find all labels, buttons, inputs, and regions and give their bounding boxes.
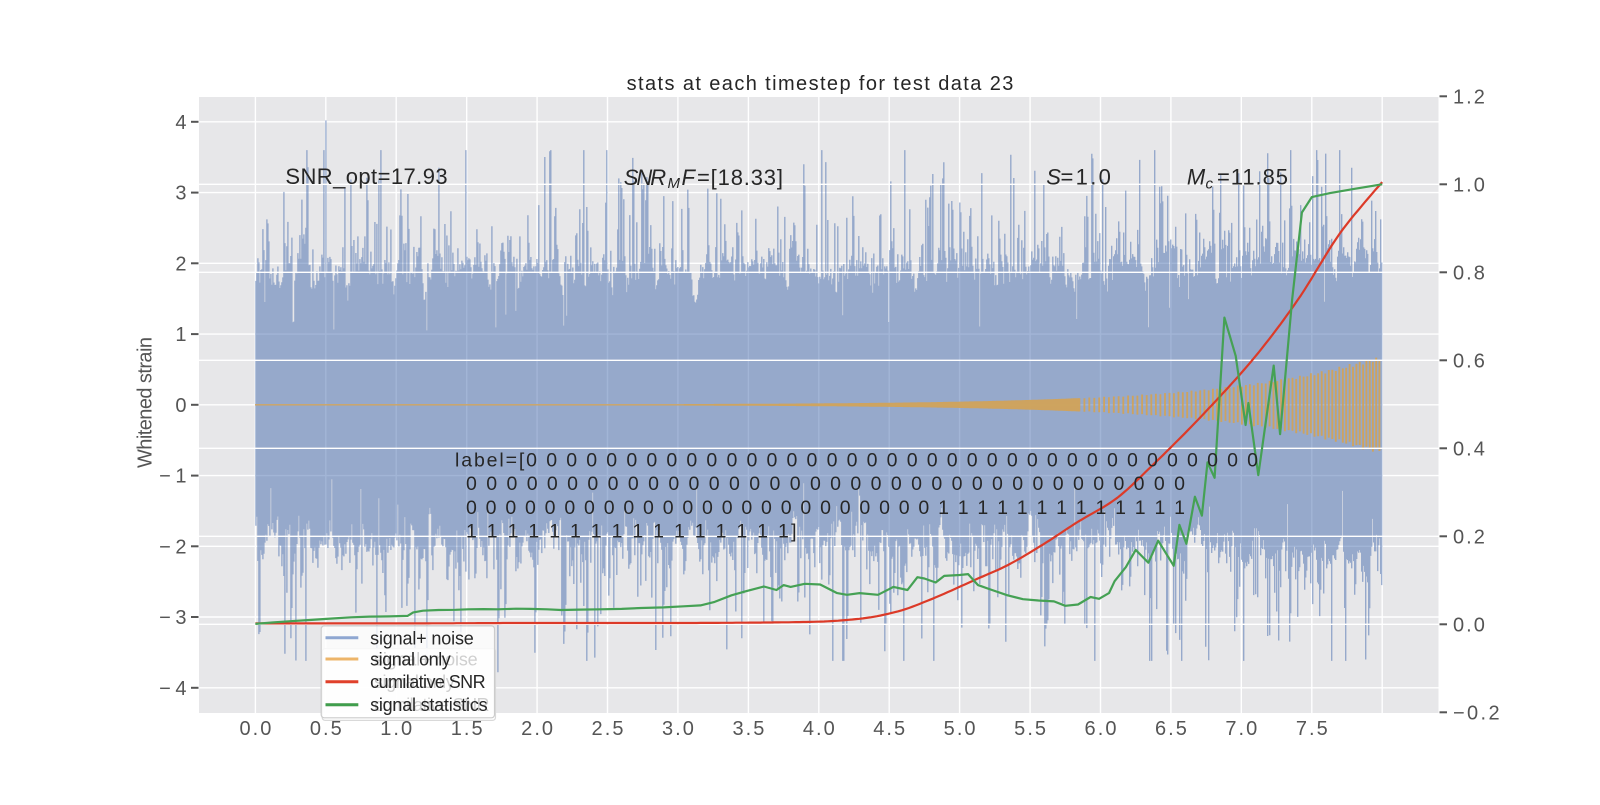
svg-text:0.5: 0.5 xyxy=(310,718,342,740)
svg-text:−0.2: −0.2 xyxy=(1453,702,1500,724)
svg-text:SNR_opt=17.93: SNR_opt=17.93 xyxy=(285,164,447,189)
svg-text:=[18.33]: =[18.33] xyxy=(697,165,783,190)
svg-text:7.5: 7.5 xyxy=(1296,718,1328,740)
svg-text:=1.0: =1.0 xyxy=(1061,164,1111,189)
svg-text:0 0 0 0 0 0 0 0 0 0 0 0 0 0 0: 0 0 0 0 0 0 0 0 0 0 0 0 0 0 0 0 0 0 0 0 … xyxy=(466,473,1185,495)
svg-text:3: 3 xyxy=(175,183,186,205)
svg-text:5.0: 5.0 xyxy=(944,718,976,740)
svg-text:3.0: 3.0 xyxy=(662,718,694,740)
svg-text:cumilative SNR: cumilative SNR xyxy=(370,672,486,692)
svg-text:4: 4 xyxy=(175,112,186,134)
svg-text:2.0: 2.0 xyxy=(521,718,553,740)
svg-text:1: 1 xyxy=(175,324,186,346)
svg-text:stats at each timestep for tes: stats at each timestep for test data 23 xyxy=(627,73,1014,95)
svg-text:0: 0 xyxy=(175,395,186,417)
svg-text:1.0: 1.0 xyxy=(380,718,412,740)
svg-text:S: S xyxy=(1046,164,1061,189)
svg-text:signal only: signal only xyxy=(370,650,451,670)
svg-text:c: c xyxy=(1206,175,1214,192)
svg-text:M: M xyxy=(668,175,681,192)
svg-text:0.6: 0.6 xyxy=(1453,350,1485,372)
svg-text:SNR: SNR xyxy=(624,165,667,190)
svg-text:7.0: 7.0 xyxy=(1225,718,1257,740)
svg-text:0.8: 0.8 xyxy=(1453,262,1485,284)
svg-text:0.0: 0.0 xyxy=(1453,614,1485,636)
svg-text:2.5: 2.5 xyxy=(592,718,624,740)
svg-text:M: M xyxy=(1187,164,1206,189)
svg-text:0 0 0 0 0 0 0 0 0 0 0 0 0 0 0: 0 0 0 0 0 0 0 0 0 0 0 0 0 0 0 0 0 0 0 0 … xyxy=(466,497,1185,519)
svg-text:1.2: 1.2 xyxy=(1453,86,1485,108)
svg-text:0.0: 0.0 xyxy=(239,718,271,740)
svg-text:1.5: 1.5 xyxy=(451,718,483,740)
svg-text:F: F xyxy=(682,165,697,190)
svg-text:signal statistics: signal statistics xyxy=(370,695,488,715)
svg-text:Whitened strain: Whitened strain xyxy=(135,337,157,468)
svg-text:6.0: 6.0 xyxy=(1085,718,1117,740)
svg-text:4.5: 4.5 xyxy=(873,718,905,740)
svg-text:0.2: 0.2 xyxy=(1453,526,1485,548)
svg-text:0.4: 0.4 xyxy=(1453,438,1485,460)
svg-text:3.5: 3.5 xyxy=(732,718,764,740)
svg-text:1.0: 1.0 xyxy=(1453,174,1485,196)
svg-text:6.5: 6.5 xyxy=(1155,718,1187,740)
svg-text:signal+ noise: signal+ noise xyxy=(370,628,474,648)
svg-text:=11.85: =11.85 xyxy=(1217,164,1288,189)
svg-text:label=[0 0 0 0 0 0 0 0 0 0 0 0: label=[0 0 0 0 0 0 0 0 0 0 0 0 0 0 0 0 0… xyxy=(455,450,1258,472)
svg-text:4.0: 4.0 xyxy=(803,718,835,740)
svg-text:2: 2 xyxy=(175,253,186,275)
svg-text:5.5: 5.5 xyxy=(1014,718,1046,740)
